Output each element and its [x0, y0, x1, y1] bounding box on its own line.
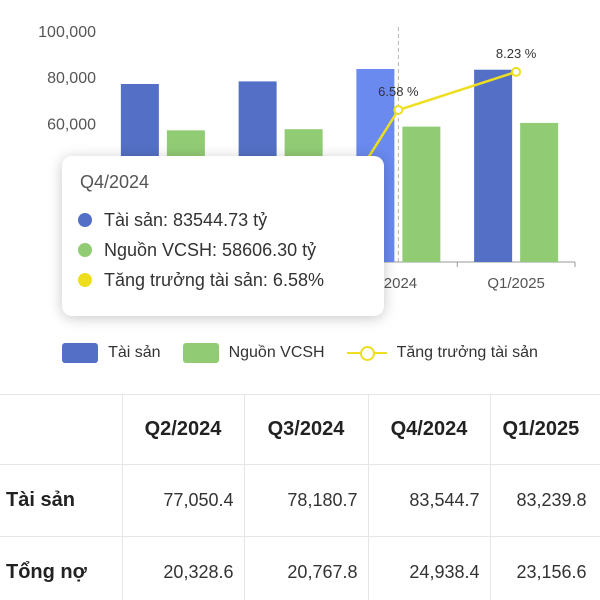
legend-label-equity: Nguồn VCSH	[228, 344, 325, 361]
bar-assets	[474, 69, 513, 262]
table-cell: 77,050.4	[121, 464, 245, 537]
table-cell: 83,544.7	[367, 464, 491, 537]
x-tick-label: /2024	[380, 275, 418, 292]
bar-equity	[402, 126, 441, 262]
legend-label-assets: Tài sản	[108, 344, 161, 361]
legend-swatch-assets	[62, 343, 99, 363]
table-header-cell: Q4/2024	[367, 394, 491, 465]
legend-label-growth: Tăng trưởng tài sản	[396, 344, 538, 361]
chart-tooltip: Q4/2024 Tài sản: 83544.73 tỷ Nguồn VCSH:…	[62, 156, 384, 316]
table-row-label: Tài sản	[0, 464, 123, 537]
tooltip-row-equity: Nguồn VCSH: 58606.30 tỷ	[78, 235, 368, 265]
tooltip-row-assets: Tài sản: 83544.73 tỷ	[78, 205, 368, 235]
legend-item-equity[interactable]: Nguồn VCSH	[182, 343, 325, 363]
tooltip-dot-equity	[78, 243, 92, 257]
y-tick-label: 100,000	[38, 24, 96, 41]
table-cell: 20,328.6	[121, 536, 245, 600]
tooltip-title: Q4/2024	[80, 172, 150, 192]
bar-equity	[520, 122, 559, 262]
growth-point	[511, 66, 522, 77]
tooltip-text-assets: Tài sản: 83544.73 tỷ	[104, 209, 268, 230]
table-header-row: Q2/2024 Q3/2024 Q4/2024 Q1/2025	[0, 394, 600, 465]
growth-data-label: 6.58 %	[378, 84, 419, 99]
table-cell: 78,180.7	[243, 464, 369, 537]
legend-item-assets[interactable]: Tài sản	[62, 343, 161, 363]
table-header-cell: Q3/2024	[243, 394, 369, 465]
table-header-cell	[0, 394, 123, 465]
table-row: Tài sản 77,050.4 78,180.7 83,544.7 83,23…	[0, 464, 600, 537]
table-row: Tổng nợ 20,328.6 20,767.8 24,938.4 23,15…	[0, 536, 600, 600]
legend-item-growth[interactable]: Tăng trưởng tài sản	[346, 343, 538, 363]
financial-table: Q2/2024 Q3/2024 Q4/2024 Q1/2025 Tài sản …	[0, 394, 600, 600]
legend-line-growth-icon	[346, 343, 387, 363]
tooltip-row-growth: Tăng trưởng tài sản: 6.58%	[78, 265, 368, 295]
y-tick-label: 80,000	[47, 70, 96, 87]
x-tick-label: Q1/2025	[487, 275, 545, 292]
growth-point	[393, 105, 404, 116]
legend-swatch-equity	[182, 343, 219, 363]
tooltip-dot-growth	[78, 273, 92, 287]
table-cell: 20,767.8	[243, 536, 369, 600]
tooltip-text-growth: Tăng trưởng tài sản: 6.58%	[104, 269, 324, 290]
table-header-cell: Q1/2025	[489, 394, 600, 465]
table-cell: 83,239.8	[489, 464, 600, 537]
tooltip-dot-assets	[78, 213, 92, 227]
y-tick-label: 60,000	[47, 116, 96, 133]
table-row-label: Tổng nợ	[0, 536, 123, 600]
table-header-cell: Q2/2024	[121, 394, 245, 465]
table-cell: 24,938.4	[367, 536, 491, 600]
growth-data-label: 8.23 %	[496, 46, 537, 61]
table-cell: 23,156.6	[489, 536, 600, 600]
tooltip-text-equity: Nguồn VCSH: 58606.30 tỷ	[104, 239, 317, 260]
chart-legend: Tài sản Nguồn VCSH Tăng trưởng tài sản	[0, 338, 600, 368]
